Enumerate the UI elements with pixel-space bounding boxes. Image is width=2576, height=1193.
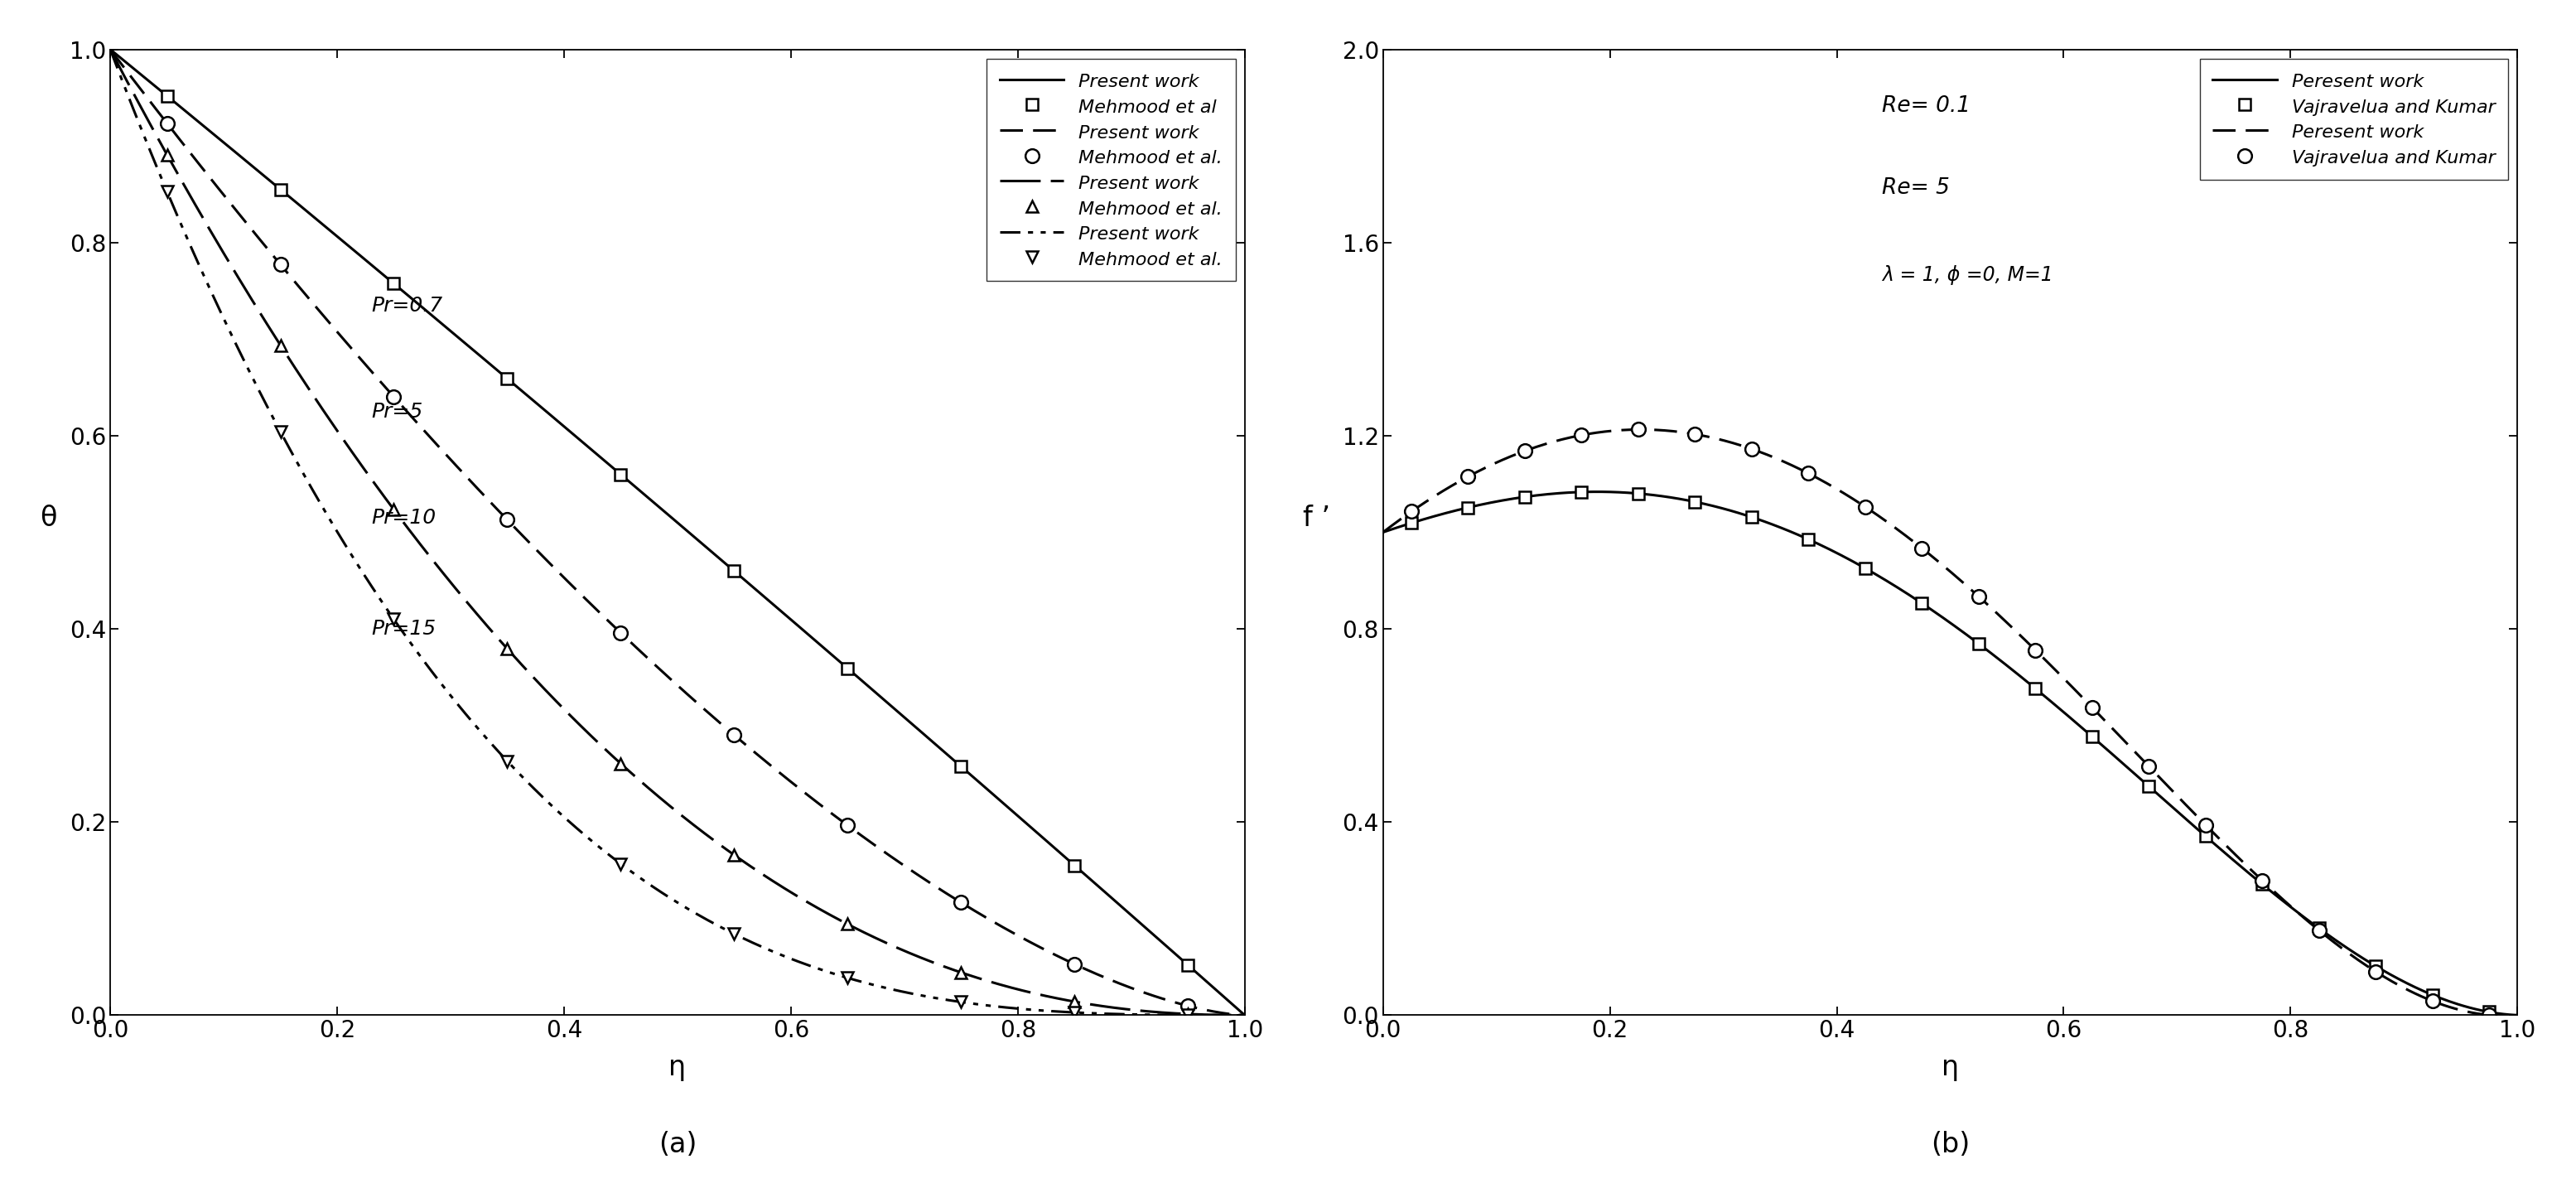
Y-axis label: f ’: f ’	[1303, 505, 1332, 532]
Text: Pr=15: Pr=15	[371, 619, 435, 638]
Text: Re= 5: Re= 5	[1883, 178, 1950, 199]
Text: λ = 1, ϕ =0, M=1: λ = 1, ϕ =0, M=1	[1883, 265, 2053, 285]
Text: Pr=5: Pr=5	[371, 402, 422, 421]
Text: (b): (b)	[1929, 1131, 1971, 1158]
X-axis label: η: η	[670, 1053, 685, 1081]
Text: Pr=10: Pr=10	[371, 508, 435, 527]
Text: Pr=0.7: Pr=0.7	[371, 296, 443, 315]
Text: Re= 0.1: Re= 0.1	[1883, 95, 1971, 117]
Legend: Present work, Mehmood et al, Present work, Mehmood et al., Present work, Mehmood: Present work, Mehmood et al, Present wor…	[987, 58, 1236, 282]
Y-axis label: θ: θ	[41, 505, 57, 532]
Legend: Peresent work, Vajravelua and Kumar, Peresent work, Vajravelua and Kumar: Peresent work, Vajravelua and Kumar, Per…	[2200, 58, 2509, 180]
Text: (a): (a)	[659, 1131, 696, 1158]
X-axis label: η: η	[1942, 1053, 1958, 1081]
